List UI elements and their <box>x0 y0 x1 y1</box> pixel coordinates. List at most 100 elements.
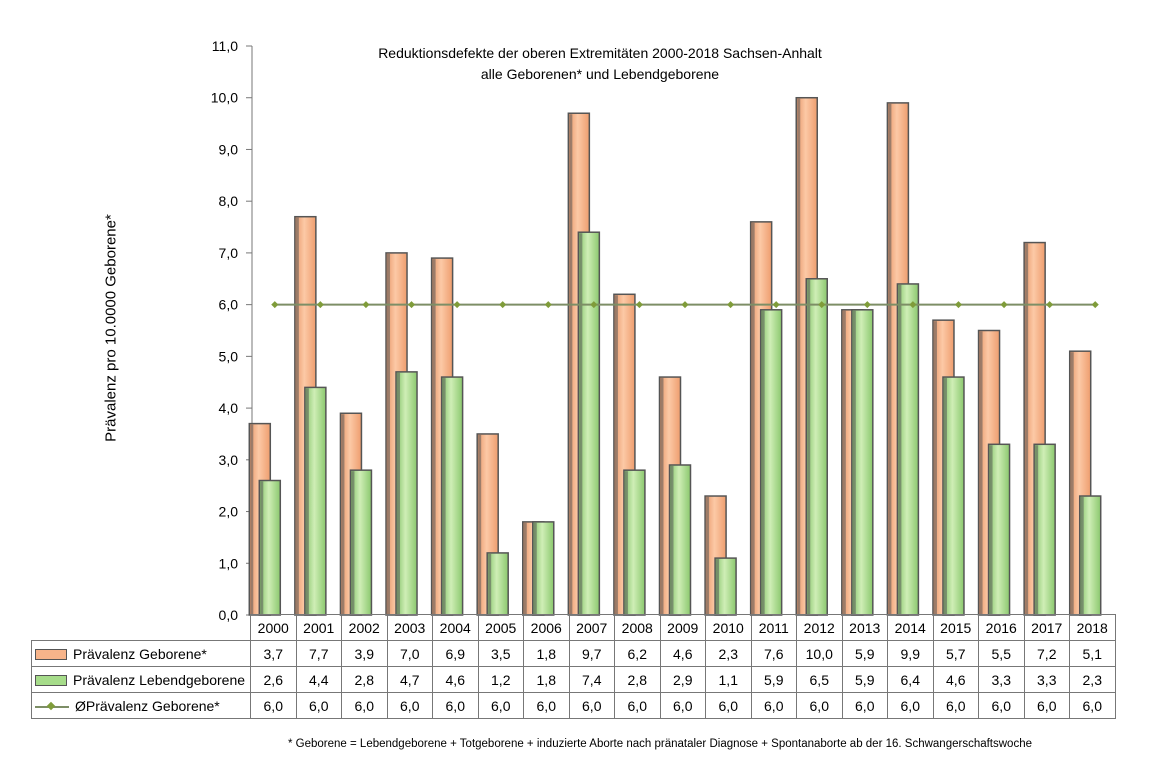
bar-shadow <box>1035 445 1039 614</box>
x-tick-label: 2000 <box>250 614 297 641</box>
bar-shadow <box>1025 243 1029 614</box>
data-label: 6,0 <box>250 692 297 719</box>
data-label: 3,3 <box>978 666 1025 693</box>
legend-bar-swatch <box>35 649 67 661</box>
average-marker <box>635 301 643 309</box>
bar-shadow <box>305 388 309 614</box>
data-label: 6,0 <box>796 692 843 719</box>
data-label: 3,3 <box>1023 666 1070 693</box>
x-tick-label: 2002 <box>341 614 388 641</box>
data-label: 6,0 <box>978 692 1025 719</box>
data-label: 4,6 <box>432 666 479 693</box>
bar-shadow <box>533 522 537 614</box>
x-tick-label: 2001 <box>295 614 342 641</box>
chart-subtitle: alle Geborenen* und Lebendgeborene <box>480 66 720 82</box>
data-label: 10,0 <box>796 640 843 667</box>
data-label: 6,0 <box>750 692 797 719</box>
x-tick-label: 2004 <box>432 614 479 641</box>
average-marker <box>499 301 507 309</box>
bar-shadow <box>933 321 937 614</box>
y-tick-label: 4,0 <box>219 400 239 416</box>
bar-shadow <box>751 222 755 614</box>
y-tick-label: 11,0 <box>212 38 238 54</box>
data-label: 2,6 <box>250 666 297 693</box>
legend-label: Prävalenz Geborene* <box>73 645 207 662</box>
average-marker <box>544 301 552 309</box>
data-label: 2,3 <box>1069 666 1116 693</box>
data-label: 4,6 <box>659 640 706 667</box>
data-label: 6,0 <box>887 692 934 719</box>
bar-shadow <box>579 233 583 614</box>
table-row: Prävalenz Lebendgeborene 2,6 4,4 2,8 4,7 4,6 1… <box>31 666 1116 693</box>
data-label: 6,5 <box>796 666 843 693</box>
table-row: ØPrävalenz Geborene* 6,0 6,0 6,0 6,0 6,0 6,0 6,… <box>31 692 1116 719</box>
x-tick-label: 2005 <box>477 614 524 641</box>
data-label: 7,7 <box>295 640 342 667</box>
legend-entry: Prävalenz Geborene* <box>31 640 251 667</box>
y-tick-label: 5,0 <box>219 348 239 364</box>
bar-shadow <box>478 434 482 614</box>
x-tick-label: 2016 <box>978 614 1025 641</box>
data-label: 7,4 <box>568 666 615 693</box>
data-label: 3,5 <box>477 640 524 667</box>
x-tick-label: 2007 <box>568 614 615 641</box>
bar-shadow <box>888 103 892 615</box>
data-label: 5,9 <box>750 666 797 693</box>
average-marker <box>362 301 370 309</box>
data-label: 6,0 <box>295 692 342 719</box>
x-tick-label: 2010 <box>705 614 752 641</box>
data-label: 6,0 <box>386 692 433 719</box>
x-tick-label: 2009 <box>659 614 706 641</box>
legend-bar-swatch <box>35 675 67 687</box>
bar-shadow <box>807 279 811 614</box>
x-tick-label: 2008 <box>614 614 661 641</box>
data-label: 6,0 <box>705 692 752 719</box>
average-marker <box>1046 301 1054 309</box>
data-label: 7,6 <box>750 640 797 667</box>
bar-shadow <box>797 98 801 614</box>
bars <box>248 96 1102 616</box>
average-marker <box>316 301 324 309</box>
x-tick-label: 2011 <box>750 614 797 641</box>
y-tick-label: 2,0 <box>219 504 239 520</box>
bar-shadow <box>989 445 993 614</box>
bar-shadow <box>979 331 983 614</box>
bar-shadow <box>250 424 254 614</box>
bar-shadow <box>761 310 765 614</box>
data-label: 6,0 <box>568 692 615 719</box>
data-label: 6,2 <box>614 640 661 667</box>
bar-shadow <box>488 553 492 614</box>
bar-shadow <box>260 481 264 614</box>
data-label: 7,2 <box>1023 640 1070 667</box>
x-tick-label: 2017 <box>1023 614 1070 641</box>
data-label: 4,4 <box>295 666 342 693</box>
average-marker <box>909 301 917 309</box>
data-label: 6,0 <box>432 692 479 719</box>
data-label: 5,7 <box>932 640 979 667</box>
bar-shadow <box>614 295 618 614</box>
data-label: 7,0 <box>386 640 433 667</box>
data-label: 6,0 <box>523 692 570 719</box>
legend-line-icon <box>35 701 69 713</box>
average-marker <box>1000 301 1008 309</box>
y-axis: 0,0 1,0 2,0 3,0 4,0 5,0 6,0 7,0 8,0 9,0 10,0 11,0 <box>211 38 253 623</box>
legend-entry: Prävalenz Lebendgeborene <box>31 666 251 693</box>
x-tick-label: 2014 <box>887 614 934 641</box>
bar-shadow <box>624 471 628 614</box>
data-label: 6,0 <box>1023 692 1070 719</box>
data-label: 2,9 <box>659 666 706 693</box>
data-label: 6,4 <box>887 666 934 693</box>
bar-shadow <box>898 284 902 614</box>
bar-shadow <box>660 378 664 614</box>
footnote: * Geborene = Lebendgeborene + Totgeboren… <box>288 738 1032 750</box>
y-tick-label: 6,0 <box>219 297 239 313</box>
average-marker <box>818 301 826 309</box>
data-label: 1,1 <box>705 666 752 693</box>
legend-diamond-marker <box>46 701 56 711</box>
data-label: 3,9 <box>341 640 388 667</box>
bar-shadow <box>351 471 355 614</box>
bar-shadow <box>716 559 720 614</box>
table-header-row: 2000 2001 2002 2003 2004 2005 2006 2007 2008 2009… <box>32 614 1116 641</box>
data-label: 1,2 <box>477 666 524 693</box>
y-tick-label: 8,0 <box>219 193 239 209</box>
